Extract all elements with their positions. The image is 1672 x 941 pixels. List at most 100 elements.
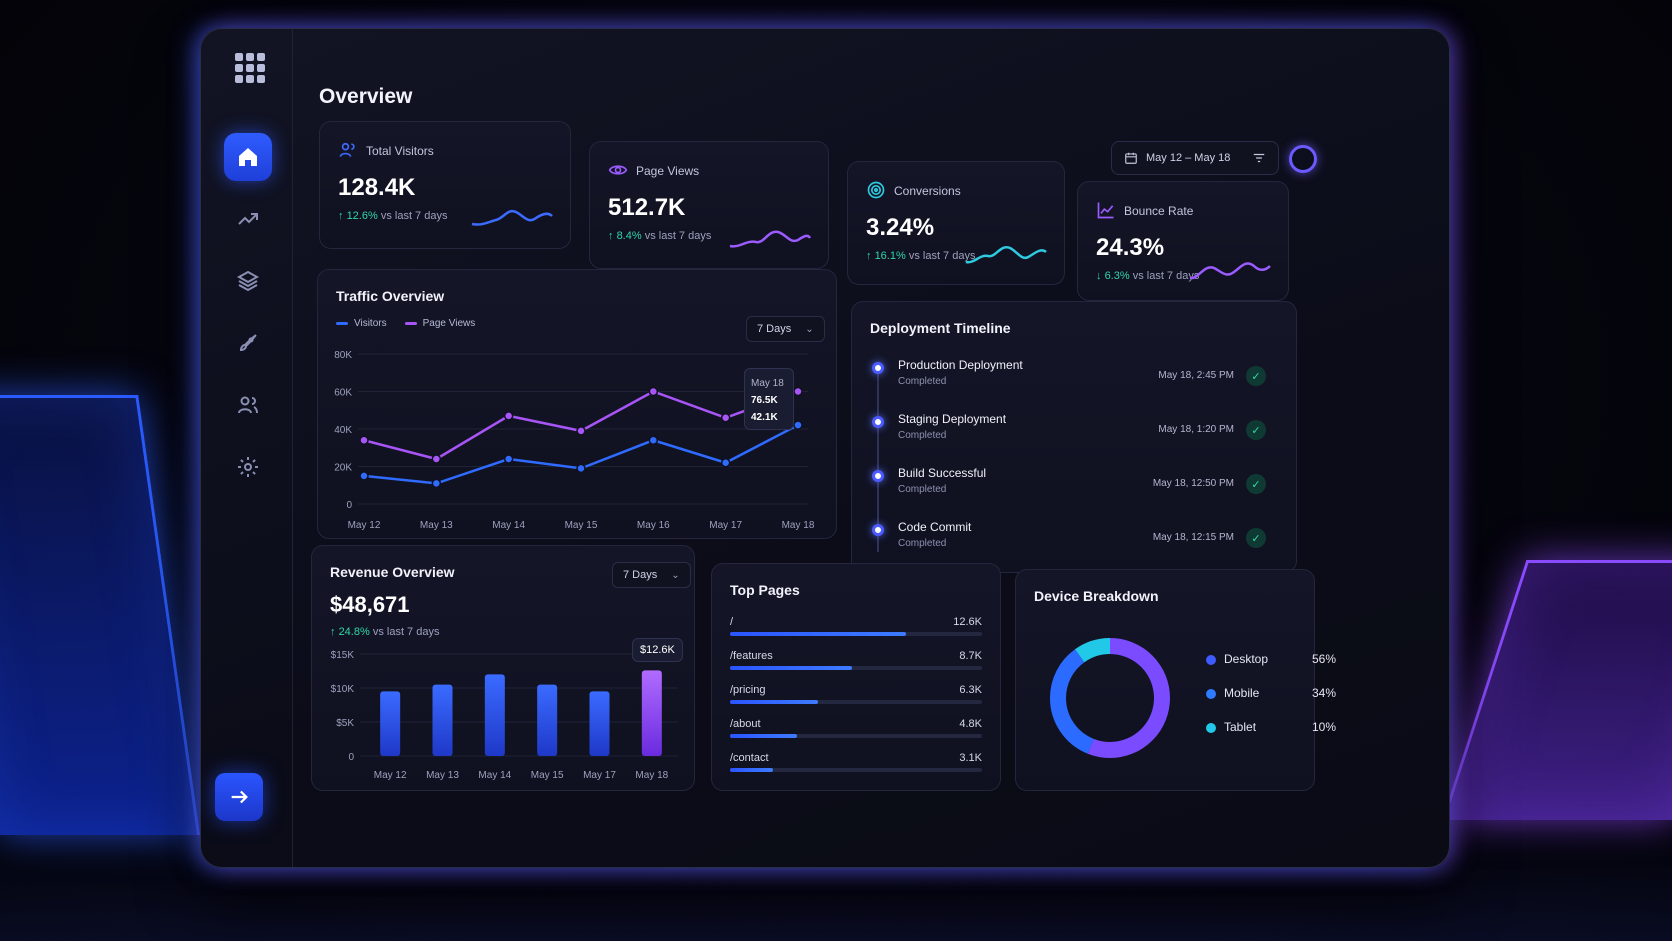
data-point <box>503 411 514 421</box>
bar <box>432 684 453 756</box>
kpi-card-conversions: Conversions 3.24% ↑ 16.1% vs last 7 days <box>847 161 1065 285</box>
x-tick-label: May 13 <box>420 520 453 531</box>
timeline-item[interactable]: Code Commit Completed May 18, 12:15 PM ✓ <box>870 520 1278 570</box>
data-point <box>431 478 442 489</box>
sidebar <box>201 29 293 867</box>
page-bar-track <box>730 666 982 670</box>
avatar[interactable] <box>1289 145 1317 173</box>
traffic-range-select[interactable]: 7 Days ⌄ <box>746 316 825 342</box>
sidebar-item-users[interactable] <box>224 381 272 429</box>
timeline-dot <box>872 416 884 428</box>
sparkline <box>471 209 553 226</box>
top-page-row[interactable]: /contact 3.1K <box>730 752 982 782</box>
decorative-neon-right <box>1442 560 1672 820</box>
x-tick-label: May 18 <box>635 770 668 781</box>
chart-tooltip: May 18 76.5K 42.1K <box>744 368 794 430</box>
page-path: /about <box>730 718 761 730</box>
date-range-picker[interactable]: May 12 – May 18 <box>1111 141 1279 175</box>
y-tick-label: 0 <box>346 500 352 511</box>
data-point <box>576 426 586 436</box>
data-point <box>720 458 731 468</box>
timeline-time: May 18, 12:50 PM <box>1152 478 1234 489</box>
page-count: 4.8K <box>959 718 982 730</box>
y-tick-label: $5K <box>336 718 354 729</box>
revenue-change: ↑ 24.8% vs last 7 days <box>330 626 440 638</box>
legend-item-mobile: Mobile 34% <box>1206 686 1336 706</box>
revenue-total: $48,671 <box>330 592 410 617</box>
bar <box>589 691 610 756</box>
top-page-row[interactable]: /pricing 6.3K <box>730 684 982 714</box>
check-icon: ✓ <box>1246 366 1266 386</box>
bar <box>380 691 401 756</box>
data-point <box>793 420 803 430</box>
x-tick-label: May 14 <box>492 520 525 531</box>
top-page-row[interactable]: /about 4.8K <box>730 718 982 748</box>
top-page-row[interactable]: / 12.6K <box>730 616 982 646</box>
arrow-right-icon <box>231 790 248 804</box>
x-tick-label: May 15 <box>565 520 598 531</box>
chevron-down-icon: ⌄ <box>805 323 814 335</box>
timeline-item[interactable]: Production Deployment Completed May 18, … <box>870 358 1278 408</box>
x-tick-label: May 12 <box>348 520 381 531</box>
sparkline <box>729 230 812 248</box>
timeline-item[interactable]: Build Successful Completed May 18, 12:50… <box>870 466 1278 516</box>
kpi-change: ↓ 6.3% vs last 7 days <box>1096 270 1200 282</box>
sidebar-item-home[interactable] <box>224 133 272 181</box>
x-tick-label: May 15 <box>531 770 564 781</box>
timeline-time: May 18, 1:20 PM <box>1158 424 1234 435</box>
y-tick-label: 20K <box>334 463 352 474</box>
date-range-label: May 12 – May 18 <box>1146 152 1231 164</box>
revenue-range-select[interactable]: 7 Days ⌄ <box>612 562 691 588</box>
expand-button[interactable] <box>215 773 263 821</box>
revenue-bar-chart: $15K $10K $5K 0 May 12 May 13 May 14 May 15 May … <box>331 650 678 781</box>
section-title: Deployment Timeline <box>870 320 1011 336</box>
device-breakdown-card: Device Breakdown Desktop 56% Mobile 34% Ta… <box>1015 569 1336 791</box>
sidebar-item-settings[interactable] <box>224 443 272 491</box>
check-icon: ✓ <box>1246 474 1266 494</box>
data-point <box>720 413 731 423</box>
rocket-icon <box>239 334 257 352</box>
users-icon <box>339 142 355 157</box>
sparkline <box>1189 262 1271 280</box>
decorative-neon-left <box>0 395 200 835</box>
data-point <box>576 463 586 474</box>
data-point <box>359 435 369 445</box>
sidebar-item-analytics[interactable] <box>224 195 272 243</box>
device-donut-chart <box>1050 638 1170 758</box>
x-tick-label: May 17 <box>583 770 616 781</box>
top-page-row[interactable]: /features 8.7K <box>730 650 982 680</box>
app-grid-icon[interactable] <box>235 53 265 83</box>
legend-item-visitors: Visitors <box>336 318 387 329</box>
bar <box>641 670 662 756</box>
traffic-line-chart: 80K 60K 40K 20K 0 May 12 May 13 May 14 May 15 May… <box>334 350 815 531</box>
y-tick-label: $15K <box>331 650 355 661</box>
home-icon <box>239 148 257 166</box>
data-point <box>793 386 803 397</box>
target-icon <box>867 181 885 199</box>
timeline-item[interactable]: Staging Deployment Completed May 18, 1:2… <box>870 412 1278 462</box>
page-path: / <box>730 616 734 628</box>
tooltip-pageviews: 76.5K <box>751 395 778 406</box>
revenue-overview-card: Revenue Overview 7 Days ⌄ $48,671 ↑ 24.8… <box>311 545 695 791</box>
sidebar-item-layers[interactable] <box>224 257 272 305</box>
eye-icon <box>608 165 628 175</box>
kpi-label: Page Views <box>636 164 700 178</box>
timeline-line <box>877 362 879 552</box>
timeline-title: Build Successful <box>898 466 987 480</box>
timeline-time: May 18, 12:15 PM <box>1152 532 1234 543</box>
timeline-dot <box>872 470 884 482</box>
legend-item-pageviews: Page Views <box>404 318 475 329</box>
timeline-status: Completed <box>898 538 947 549</box>
sparkline <box>965 246 1047 264</box>
page-bar-fill <box>730 734 798 738</box>
timeline-title: Staging Deployment <box>898 412 1007 426</box>
trend-icon <box>238 213 258 225</box>
data-point <box>503 454 514 464</box>
page-title: Overview <box>319 85 413 108</box>
y-tick-label: 60K <box>334 388 352 399</box>
chevron-down-icon: ⌄ <box>671 569 680 581</box>
range-label: 7 Days <box>757 323 792 335</box>
sidebar-item-deployments[interactable] <box>224 319 272 367</box>
kpi-label: Bounce Rate <box>1124 204 1194 218</box>
kpi-label: Total Visitors <box>366 144 434 158</box>
